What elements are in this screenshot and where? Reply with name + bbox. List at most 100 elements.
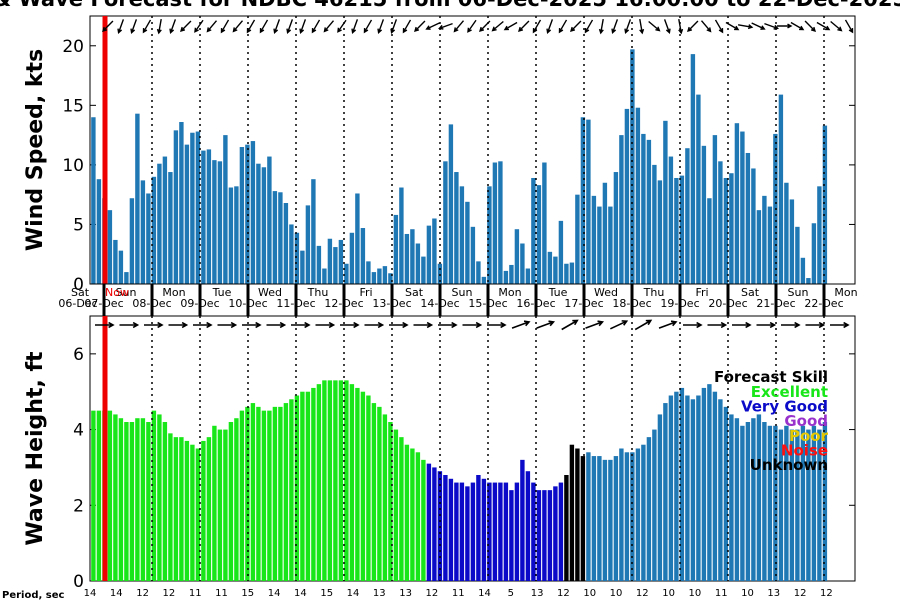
wind-bar bbox=[795, 226, 800, 284]
wave-bar bbox=[212, 425, 217, 581]
period-value: 12 bbox=[136, 588, 149, 599]
period-value: 11 bbox=[715, 588, 728, 599]
wind-bar bbox=[789, 199, 795, 284]
wave-bar bbox=[751, 418, 756, 581]
wind-bar bbox=[289, 224, 294, 284]
wave-bar bbox=[135, 418, 140, 581]
wave-bar bbox=[399, 437, 404, 581]
wave-bar bbox=[338, 380, 344, 581]
wind-bar bbox=[217, 161, 223, 284]
period-value: 12 bbox=[163, 588, 176, 599]
wave-ytick-label: 4 bbox=[73, 421, 84, 441]
wave-bar bbox=[630, 452, 635, 581]
wave-direction-arrow bbox=[536, 320, 556, 329]
wind-direction-arrow bbox=[351, 19, 359, 34]
wind-bar bbox=[465, 201, 470, 284]
wave-bar bbox=[558, 482, 564, 581]
day-label-thu-11-dec-dow: Thu bbox=[307, 286, 329, 299]
day-label-tue-16-dec-dow: Tue bbox=[548, 286, 568, 299]
wind-bar bbox=[234, 186, 239, 284]
wave-bar bbox=[685, 395, 690, 581]
wind-bar bbox=[239, 147, 245, 284]
wind-bar bbox=[619, 135, 624, 284]
wind-bar bbox=[784, 182, 789, 284]
wave-direction-arrow bbox=[610, 320, 629, 330]
wind-direction-arrow bbox=[337, 19, 347, 33]
wave-bar bbox=[718, 399, 723, 581]
wind-bar bbox=[250, 141, 256, 284]
wind-bar bbox=[822, 125, 828, 285]
wave-bar bbox=[415, 452, 421, 581]
wave-bar bbox=[157, 414, 162, 581]
wave-bar bbox=[646, 437, 652, 581]
wind-bar bbox=[542, 162, 547, 284]
period-value: 14 bbox=[294, 588, 307, 599]
wind-bar bbox=[261, 167, 267, 284]
wind-bar bbox=[492, 162, 498, 284]
wind-bar bbox=[443, 161, 448, 284]
wind-direction-arrow bbox=[532, 19, 542, 34]
wave-bar bbox=[454, 482, 459, 581]
wave-bar bbox=[778, 429, 784, 581]
wave-bar bbox=[619, 448, 624, 581]
wave-bar bbox=[547, 490, 553, 581]
wind-bar bbox=[487, 186, 492, 284]
day-label-sat-06-dec-date: 06-Dec bbox=[58, 297, 97, 310]
wave-bar bbox=[129, 422, 135, 581]
day-boundary-tick bbox=[534, 284, 538, 316]
wind-bar bbox=[597, 206, 602, 284]
wind-bar bbox=[322, 268, 327, 284]
day-boundary-tick bbox=[198, 284, 202, 316]
wind-bar bbox=[762, 195, 767, 284]
wind-direction-arrow bbox=[584, 19, 594, 34]
wind-bar bbox=[168, 172, 173, 284]
wave-bar bbox=[459, 482, 465, 581]
wind-ytick-label: 10 bbox=[62, 156, 84, 176]
wave-bar bbox=[228, 422, 234, 581]
wind-bar bbox=[685, 148, 690, 284]
wind-direction-arrow bbox=[663, 19, 671, 34]
wave-bar bbox=[256, 406, 261, 581]
wave-direction-arrow bbox=[389, 321, 409, 329]
wind-bar bbox=[547, 251, 553, 284]
wave-direction-arrow bbox=[95, 321, 115, 329]
wind-direction-arrow bbox=[169, 19, 177, 34]
wind-direction-arrow bbox=[142, 19, 152, 34]
wind-bar bbox=[525, 268, 531, 284]
wave-bar bbox=[289, 399, 294, 581]
wave-bar bbox=[410, 448, 415, 581]
wind-bar bbox=[586, 119, 591, 284]
wave-bar bbox=[355, 387, 360, 581]
wind-direction-arrow bbox=[311, 19, 321, 34]
day-boundary-tick bbox=[486, 284, 490, 316]
wave-bar bbox=[443, 475, 448, 581]
wind-ytick-label: 15 bbox=[62, 96, 84, 116]
period-value: 12 bbox=[820, 588, 833, 599]
wind-bar bbox=[729, 173, 734, 284]
wave-bar bbox=[404, 444, 410, 581]
wave-direction-arrow bbox=[781, 321, 801, 329]
wave-bar bbox=[327, 380, 333, 581]
wind-bar bbox=[107, 210, 113, 284]
wave-bar bbox=[426, 463, 432, 581]
wind-direction-arrow bbox=[194, 19, 204, 33]
wind-direction-arrow bbox=[390, 19, 398, 34]
wave-bar bbox=[531, 482, 536, 581]
wind-bar bbox=[344, 263, 349, 284]
wind-direction-arrow bbox=[639, 18, 645, 35]
wave-bar bbox=[762, 422, 767, 581]
wave-direction-arrow bbox=[511, 320, 531, 329]
wave-direction-arrow bbox=[830, 321, 850, 329]
wave-bar bbox=[371, 403, 377, 581]
wave-bar bbox=[300, 391, 305, 581]
wind-bar bbox=[641, 133, 646, 284]
period-value: 12 bbox=[426, 588, 439, 599]
period-value: 12 bbox=[636, 588, 649, 599]
wind-bar bbox=[206, 149, 212, 284]
chart-title: & Wave Forecast for NDBC 46215 from 06-D… bbox=[0, 0, 900, 11]
wave-bar bbox=[514, 482, 520, 581]
wave-bar bbox=[635, 448, 641, 581]
wind-bar bbox=[267, 156, 272, 284]
wave-direction-arrow bbox=[438, 321, 458, 329]
day-label-wed-10-dec-dow: Wed bbox=[258, 286, 282, 299]
